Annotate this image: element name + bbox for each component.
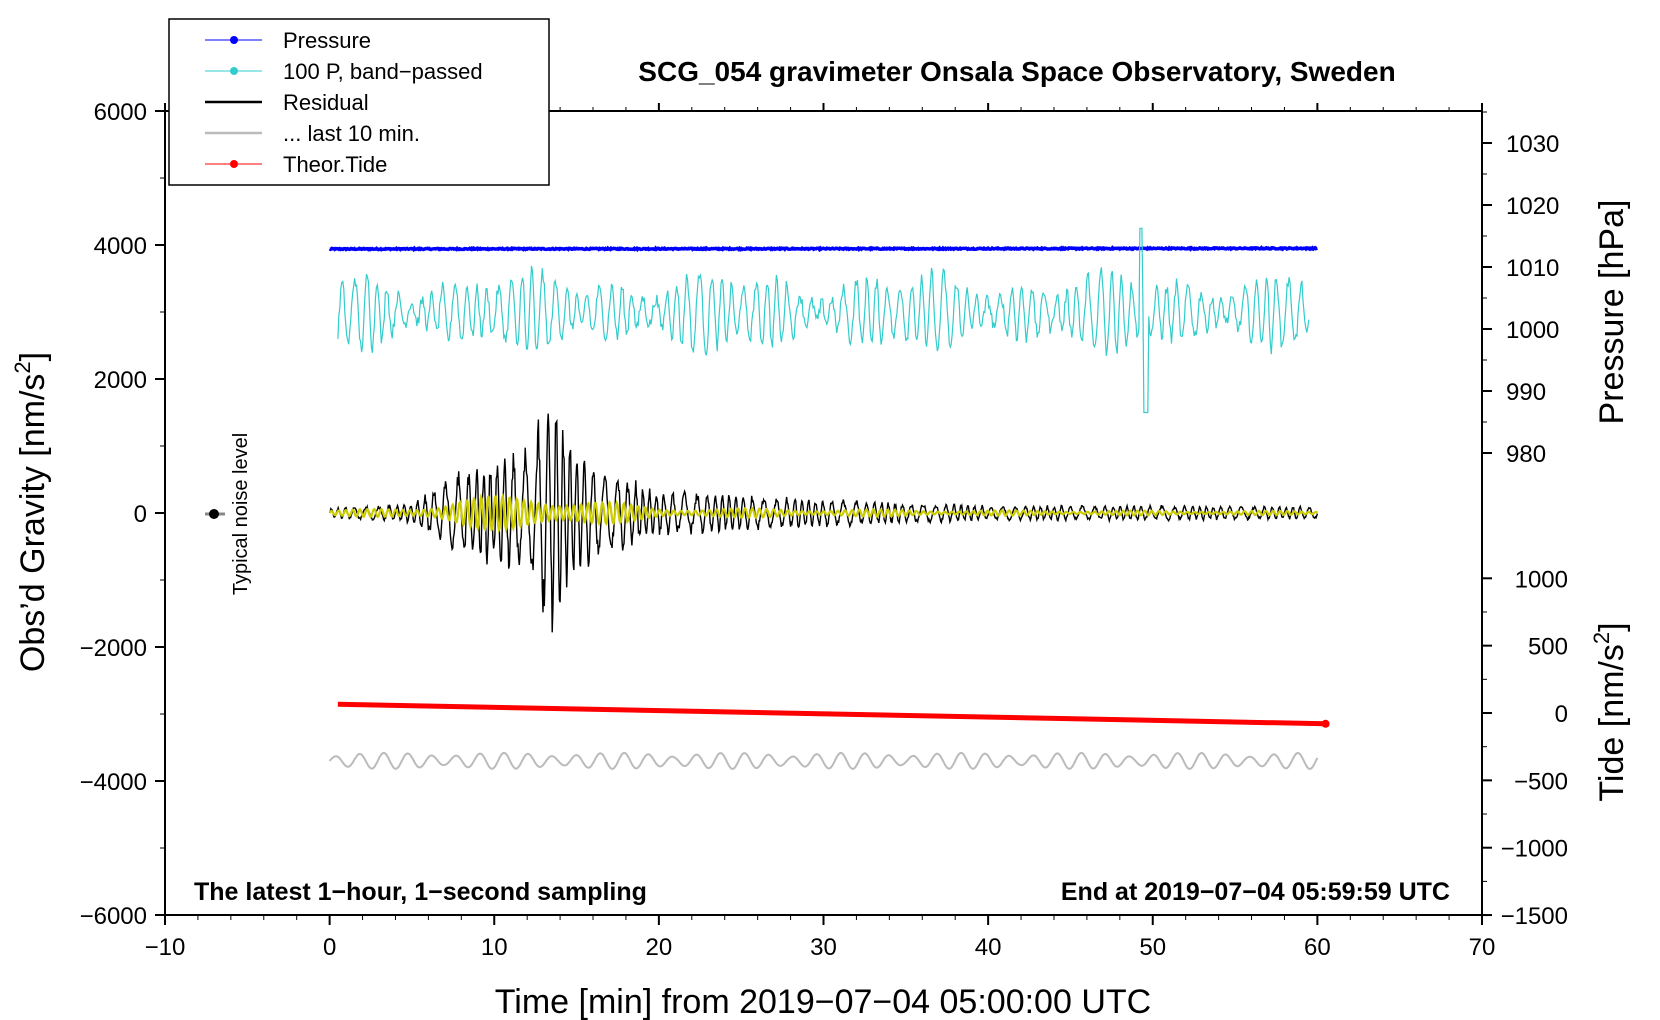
legend-marker <box>230 160 238 168</box>
chart-title: SCG_054 gravimeter Onsala Space Observat… <box>638 56 1395 87</box>
pressure-tick-label: 980 <box>1506 441 1546 468</box>
x-tick-label: 70 <box>1469 934 1496 961</box>
y-tick-label: −4000 <box>80 769 147 796</box>
y-tick-label: −6000 <box>80 903 147 930</box>
legend-label: Theor.Tide <box>283 152 387 177</box>
legend-label: 100 P, band−passed <box>283 59 483 84</box>
y-tick-label: −2000 <box>80 635 147 662</box>
y-axis-tide-title: Tide [nm/s2] <box>1589 622 1631 801</box>
legend-label: ... last 10 min. <box>283 121 420 146</box>
x-tick-label: 0 <box>323 934 336 961</box>
y-axis-tide-title-end: ] <box>1593 622 1631 631</box>
y-axis-left-title-end: ] <box>14 352 52 361</box>
y-axis-left-title-main: Obs’d Gravity [nm/s <box>14 374 52 673</box>
tide-tick-label: −500 <box>1514 768 1568 795</box>
series-theoretical-tide <box>337 701 1326 727</box>
series-last-10-min <box>328 751 1319 770</box>
legend-marker <box>230 67 238 75</box>
legend-label: Residual <box>283 90 369 115</box>
x-tick-label: −10 <box>145 934 186 961</box>
y-tick-label: 4000 <box>94 233 147 260</box>
x-axis-title: Time [min] from 2019−07−04 05:00:00 UTC <box>495 983 1151 1020</box>
noise-marker-label: Typical noise level <box>230 433 252 595</box>
y-axis-pressure-title: Pressure [hPa] <box>1593 200 1631 425</box>
series-residual-filtered <box>328 493 1319 534</box>
y-axis-tide-title-main: Tide [nm/s <box>1593 644 1631 801</box>
annotation-bottom-right: End at 2019−07−04 05:59:59 UTC <box>1061 878 1450 906</box>
y-axis-tide-title-sup: 2 <box>1589 632 1614 644</box>
x-tick-label: 30 <box>810 934 837 961</box>
x-tick-label: 20 <box>646 934 673 961</box>
tide-tick-label: 0 <box>1555 701 1568 728</box>
x-tick-label: 40 <box>975 934 1002 961</box>
pressure-tick-label: 1030 <box>1506 131 1559 158</box>
series-pressure <box>328 245 1318 253</box>
legend-label: Pressure <box>283 28 371 53</box>
pressure-tick-label: 990 <box>1506 379 1546 406</box>
tide-tick-label: 1000 <box>1515 566 1568 593</box>
y-axis-left-title: Obs’d Gravity [nm/s2] <box>10 352 52 672</box>
y-tick-label: 6000 <box>94 99 147 126</box>
y-axis-left-title-sup: 2 <box>10 361 35 373</box>
tide-tick-label: −1500 <box>1501 903 1568 930</box>
series-pressure-bandpassed <box>337 227 1310 414</box>
noise-marker: Typical noise level <box>205 433 252 595</box>
pressure-tick-label: 1000 <box>1506 317 1559 344</box>
x-tick-label: 10 <box>481 934 508 961</box>
x-tick-label: 60 <box>1304 934 1331 961</box>
y-tick-label: 2000 <box>94 367 147 394</box>
noise-marker-dot <box>209 509 219 519</box>
tide-tick-label: 500 <box>1528 634 1568 661</box>
x-tick-label: 50 <box>1139 934 1166 961</box>
pressure-tick-label: 1010 <box>1506 255 1559 282</box>
legend-marker <box>230 36 238 44</box>
annotation-bottom-left: The latest 1−hour, 1−second sampling <box>194 878 647 906</box>
tide-tick-label: −1000 <box>1501 836 1568 863</box>
legend: Pressure 100 P, band−passed Residual ... la… <box>168 18 550 186</box>
series-theoretical-tide-end-marker <box>1321 719 1330 728</box>
y-tick-label: 0 <box>134 501 147 528</box>
pressure-tick-label: 1020 <box>1506 193 1559 220</box>
axis-layer: −10 0 10 20 30 40 50 60 706000400020000−2000−400… <box>80 99 1568 961</box>
series-layer <box>328 227 1330 770</box>
